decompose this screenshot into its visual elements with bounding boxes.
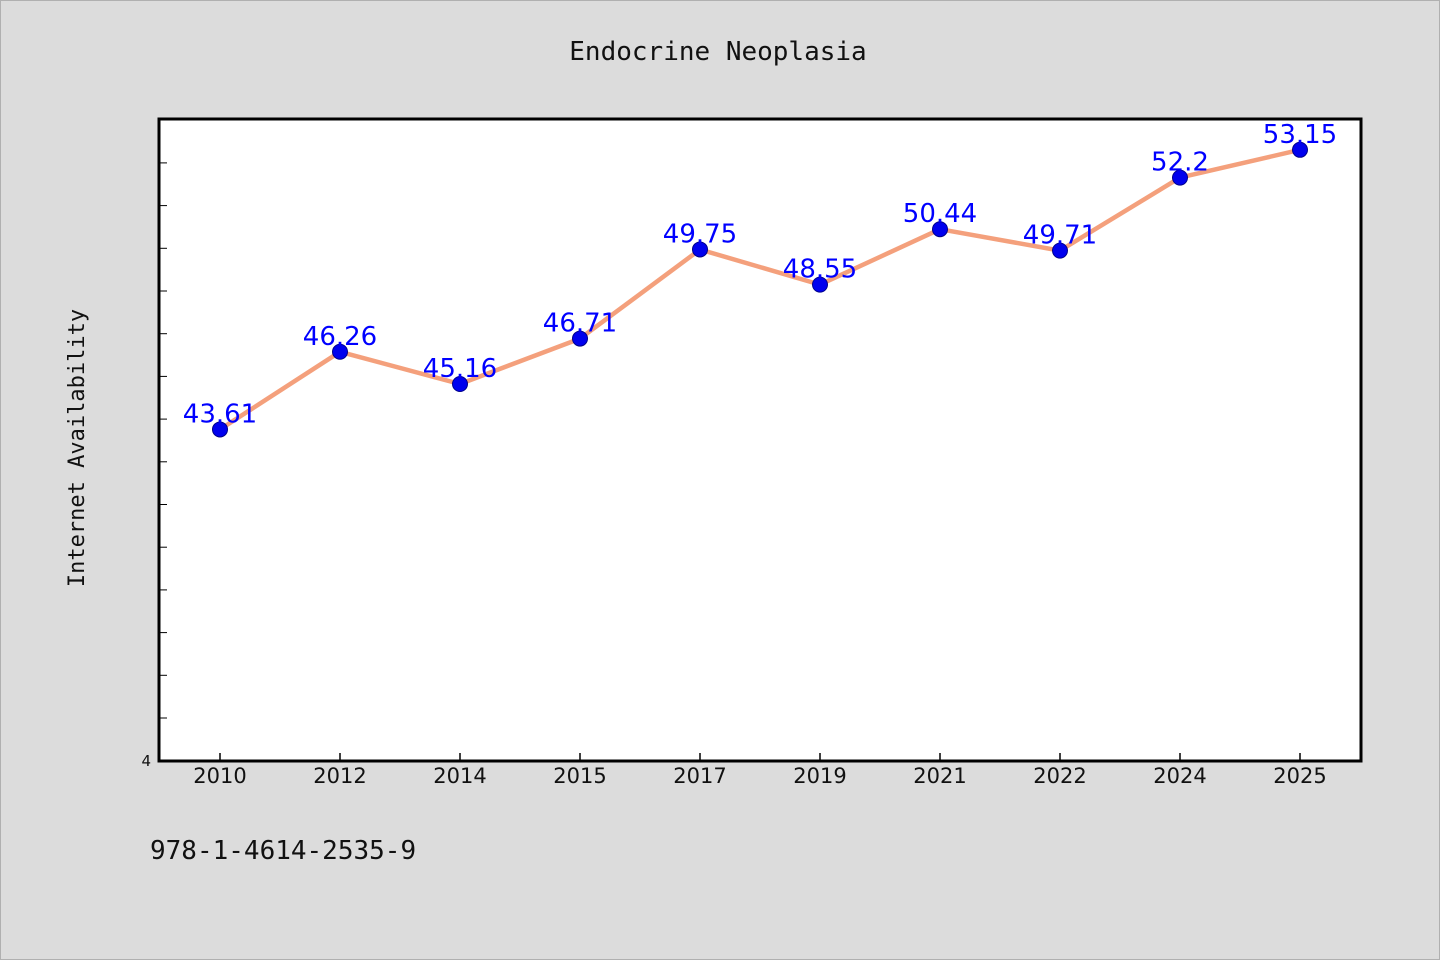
data-label: 45.16 [423, 354, 497, 384]
data-label: 49.75 [663, 219, 737, 249]
data-point [932, 221, 948, 238]
x-tick-label: 2024 [1153, 764, 1206, 788]
data-point [452, 376, 468, 393]
data-label: 46.71 [543, 309, 617, 339]
data-point [1292, 141, 1308, 158]
series-markers [212, 141, 1308, 438]
data-point [692, 241, 708, 258]
x-tick-label: 2025 [1273, 764, 1326, 788]
data-point [812, 276, 828, 293]
data-label: 49.71 [1023, 221, 1097, 251]
data-point [1172, 169, 1188, 186]
series-line [218, 147, 1301, 432]
x-tick-label: 2019 [793, 764, 846, 788]
x-tick-label: 2015 [553, 764, 606, 788]
chart-title: Endocrine Neoplasia [569, 37, 866, 67]
plot-area [157, 117, 1363, 763]
x-tick-label: 2010 [193, 764, 246, 788]
data-point [212, 421, 228, 438]
isbn-caption: 978-1-4614-2535-9 [150, 836, 417, 866]
x-tick-label: 2017 [673, 764, 726, 788]
data-label: 48.55 [783, 255, 857, 285]
x-tick-label: 2014 [433, 764, 486, 788]
data-point [1052, 242, 1068, 259]
data-label: 50.44 [903, 199, 977, 229]
x-tick-label: 2022 [1033, 764, 1086, 788]
y-tick-label: 4 [141, 752, 151, 770]
data-label: 46.26 [303, 322, 377, 352]
data-labels: 43.61 46.26 45.16 46.71 49.75 48.55 50.44 49.71… [183, 120, 1337, 430]
y-axis-label: Internet Availability [65, 309, 90, 587]
data-label: 43.61 [183, 399, 257, 429]
data-label: 52.2 [1151, 148, 1209, 178]
x-tick-label: 2012 [313, 764, 366, 788]
x-axis: 2010 2012 2014 2015 2017 2019 2021 2022 2024 2025 [193, 753, 1327, 788]
data-point [572, 330, 588, 347]
y-axis-ticks [159, 162, 167, 719]
x-tick-label: 2021 [913, 764, 966, 788]
data-point [332, 343, 348, 360]
data-label: 53.15 [1263, 120, 1337, 150]
